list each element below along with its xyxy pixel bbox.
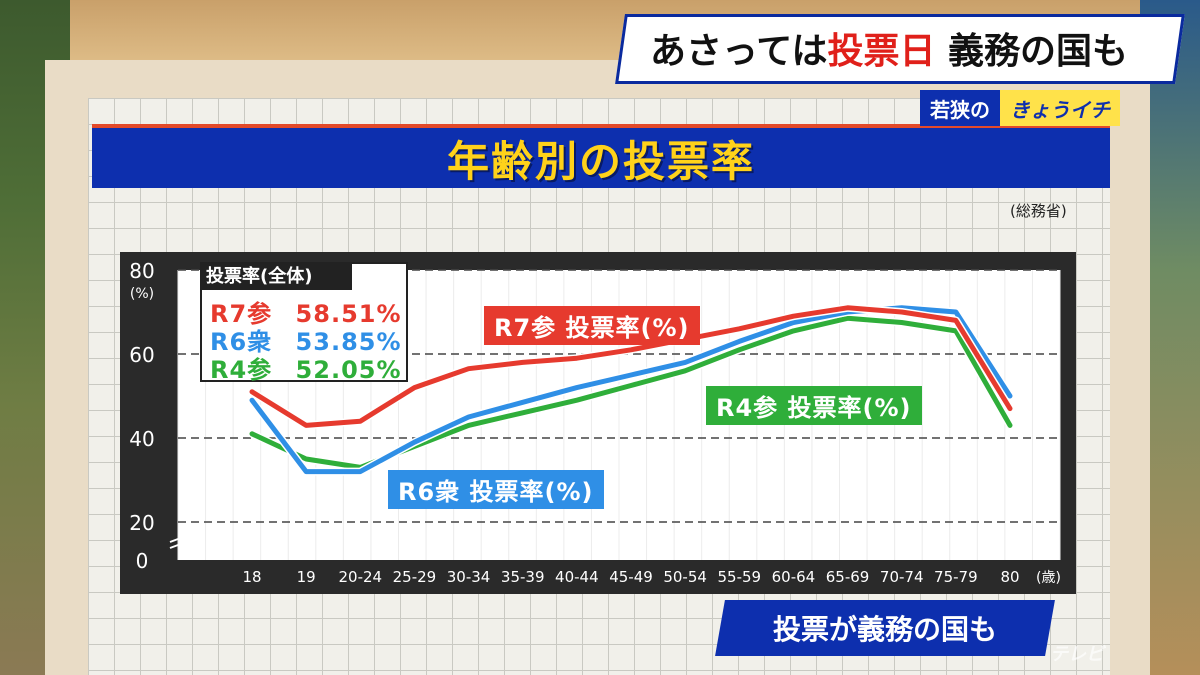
callout-r6: R6衆 投票率(%) bbox=[388, 470, 604, 509]
chart-title: 年齢別の投票率 bbox=[446, 136, 755, 186]
x-tick-label: 55-59 bbox=[717, 568, 761, 586]
y-tick-label: 40 bbox=[129, 427, 154, 451]
legend-ref-note: (参考) bbox=[354, 268, 396, 286]
x-tick-label: 65-69 bbox=[826, 568, 870, 586]
x-axis-unit: (歳) bbox=[1036, 570, 1061, 586]
legend-row-r7: R7参 58.51% bbox=[210, 294, 402, 329]
x-tick-label: 60-64 bbox=[772, 568, 816, 586]
bottom-caption: 投票が義務の国も bbox=[715, 600, 1055, 656]
headline-pre: あさっては bbox=[650, 31, 828, 72]
program-logo: 若狭の きょうイチ bbox=[920, 90, 1120, 126]
x-tick-label: 70-74 bbox=[880, 568, 924, 586]
legend-row-r4: R4参 52.05% bbox=[210, 350, 402, 385]
legend-label-r6: R6衆 bbox=[210, 328, 273, 356]
y-tick-label: 80 bbox=[129, 259, 154, 283]
y-tick-label: 20 bbox=[129, 511, 154, 535]
legend-label-r7: R7参 bbox=[210, 300, 273, 328]
legend-header: 投票率(全体) bbox=[202, 264, 352, 290]
studio-background-right bbox=[1140, 0, 1200, 675]
callout-r4: R4参 投票率(%) bbox=[706, 386, 922, 425]
x-tick-label: 20-24 bbox=[338, 568, 382, 586]
y-tick-label: 60 bbox=[129, 343, 154, 367]
series-line-R7参 bbox=[249, 305, 1013, 428]
x-tick-label: 30-34 bbox=[447, 568, 491, 586]
title-band: 年齢別の投票率 bbox=[92, 124, 1110, 188]
headline-banner: あさっては投票日 義務の国も bbox=[650, 22, 1128, 74]
overall-turnout-legend: 投票率(全体) (参考) R7参 58.51% R6衆 53.85% R4参 5… bbox=[200, 262, 408, 385]
broadcaster-watermark: テレビ bbox=[1050, 644, 1104, 665]
callout-r7: R7参 投票率(%) bbox=[484, 306, 700, 345]
program-name-part1: 若狭の bbox=[920, 90, 1000, 126]
x-tick-label: 45-49 bbox=[609, 568, 653, 586]
headline-post: 義務の国も bbox=[948, 31, 1129, 72]
program-name-part2: きょうイチ bbox=[1000, 90, 1120, 126]
x-tick-label: 18 bbox=[242, 568, 261, 586]
legend-label-r4: R4参 bbox=[210, 356, 273, 384]
legend-row-r6: R6衆 53.85% bbox=[210, 322, 402, 357]
axis-break-mark bbox=[169, 535, 187, 549]
legend-value-r7: 58.51% bbox=[295, 300, 402, 328]
x-tick-label: 25-29 bbox=[393, 568, 437, 586]
y-axis-unit: (%) bbox=[130, 286, 154, 302]
legend-value-r4: 52.05% bbox=[295, 356, 402, 384]
x-tick-label: 75-79 bbox=[934, 568, 978, 586]
headline-highlight: 投票日 bbox=[827, 31, 936, 72]
x-tick-label: 40-44 bbox=[555, 568, 599, 586]
x-tick-label: 80 bbox=[1000, 568, 1019, 586]
x-tick-label: 35-39 bbox=[501, 568, 545, 586]
x-tick-label: 19 bbox=[297, 568, 316, 586]
x-tick-label: 50-54 bbox=[663, 568, 707, 586]
source-label: (総務省) bbox=[1010, 202, 1067, 220]
bottom-caption-text: 投票が義務の国も bbox=[772, 613, 997, 646]
y-tick-label: 0 bbox=[136, 549, 149, 573]
legend-value-r6: 53.85% bbox=[295, 328, 402, 356]
